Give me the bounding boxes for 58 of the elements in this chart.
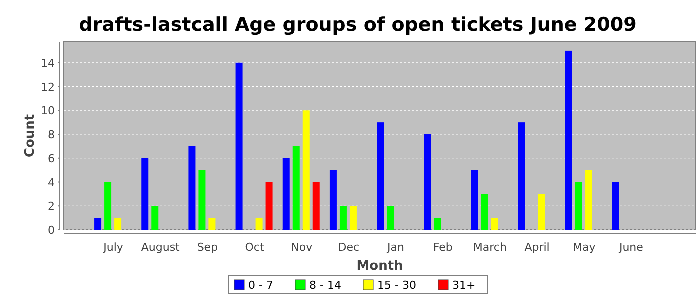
bar <box>256 218 263 230</box>
bar <box>518 122 526 230</box>
x-axis-title: Month <box>356 259 404 274</box>
legend-label: 0 - 7 <box>248 279 274 292</box>
x-tick-label: Jan <box>386 241 405 254</box>
bar <box>142 158 149 230</box>
bar <box>236 62 243 230</box>
bar <box>491 218 498 230</box>
bar <box>312 182 320 230</box>
bar <box>188 146 196 230</box>
bar <box>585 170 592 230</box>
bar <box>377 122 384 230</box>
y-tick-label: 2 <box>48 200 55 214</box>
bar <box>575 182 582 230</box>
legend-label: 31+ <box>452 279 476 292</box>
bar <box>302 110 310 230</box>
x-tick-label: August <box>141 241 181 254</box>
y-tick-label: 4 <box>48 176 55 190</box>
x-tick-label: Nov <box>291 241 314 254</box>
bar <box>104 182 112 230</box>
bar <box>565 50 572 230</box>
bar <box>340 206 347 230</box>
bar <box>424 134 432 230</box>
x-tick-label: Dec <box>338 241 360 254</box>
x-tick-label: Sep <box>197 241 218 254</box>
x-tick-label: April <box>524 241 550 254</box>
bar <box>208 218 216 230</box>
x-tick-label: Oct <box>245 241 265 254</box>
bar <box>330 170 337 230</box>
bar <box>266 182 273 230</box>
x-tick-label: June <box>618 241 644 254</box>
y-axis-title: Count <box>23 114 38 158</box>
y-tick-label: 8 <box>48 128 55 142</box>
bar <box>94 218 102 230</box>
x-tick-label: July <box>102 241 124 254</box>
y-tick-label: 12 <box>41 80 55 94</box>
x-tick-label: March <box>473 241 507 254</box>
y-tick-label: 14 <box>41 56 55 70</box>
bar <box>152 206 159 230</box>
bar <box>434 218 442 230</box>
bar <box>282 158 290 230</box>
bar <box>538 194 546 230</box>
x-tick-label: Feb <box>433 241 453 254</box>
bar <box>198 170 206 230</box>
bar <box>387 206 394 230</box>
chart-title: drafts-lastcall Age groups of open tickets June 2009 <box>79 14 637 36</box>
legend-label: 15 - 30 <box>378 279 416 292</box>
y-tick-label: 10 <box>41 104 55 118</box>
y-tick-label: 6 <box>48 152 55 166</box>
bar <box>612 182 620 230</box>
bar <box>471 170 478 230</box>
y-tick-label: 0 <box>48 224 55 237</box>
bar <box>350 206 357 230</box>
bar <box>292 146 300 230</box>
x-tick-label: May <box>573 241 596 254</box>
bar <box>481 194 488 230</box>
legend-label: 8 - 14 <box>310 279 342 292</box>
bar <box>114 218 122 230</box>
